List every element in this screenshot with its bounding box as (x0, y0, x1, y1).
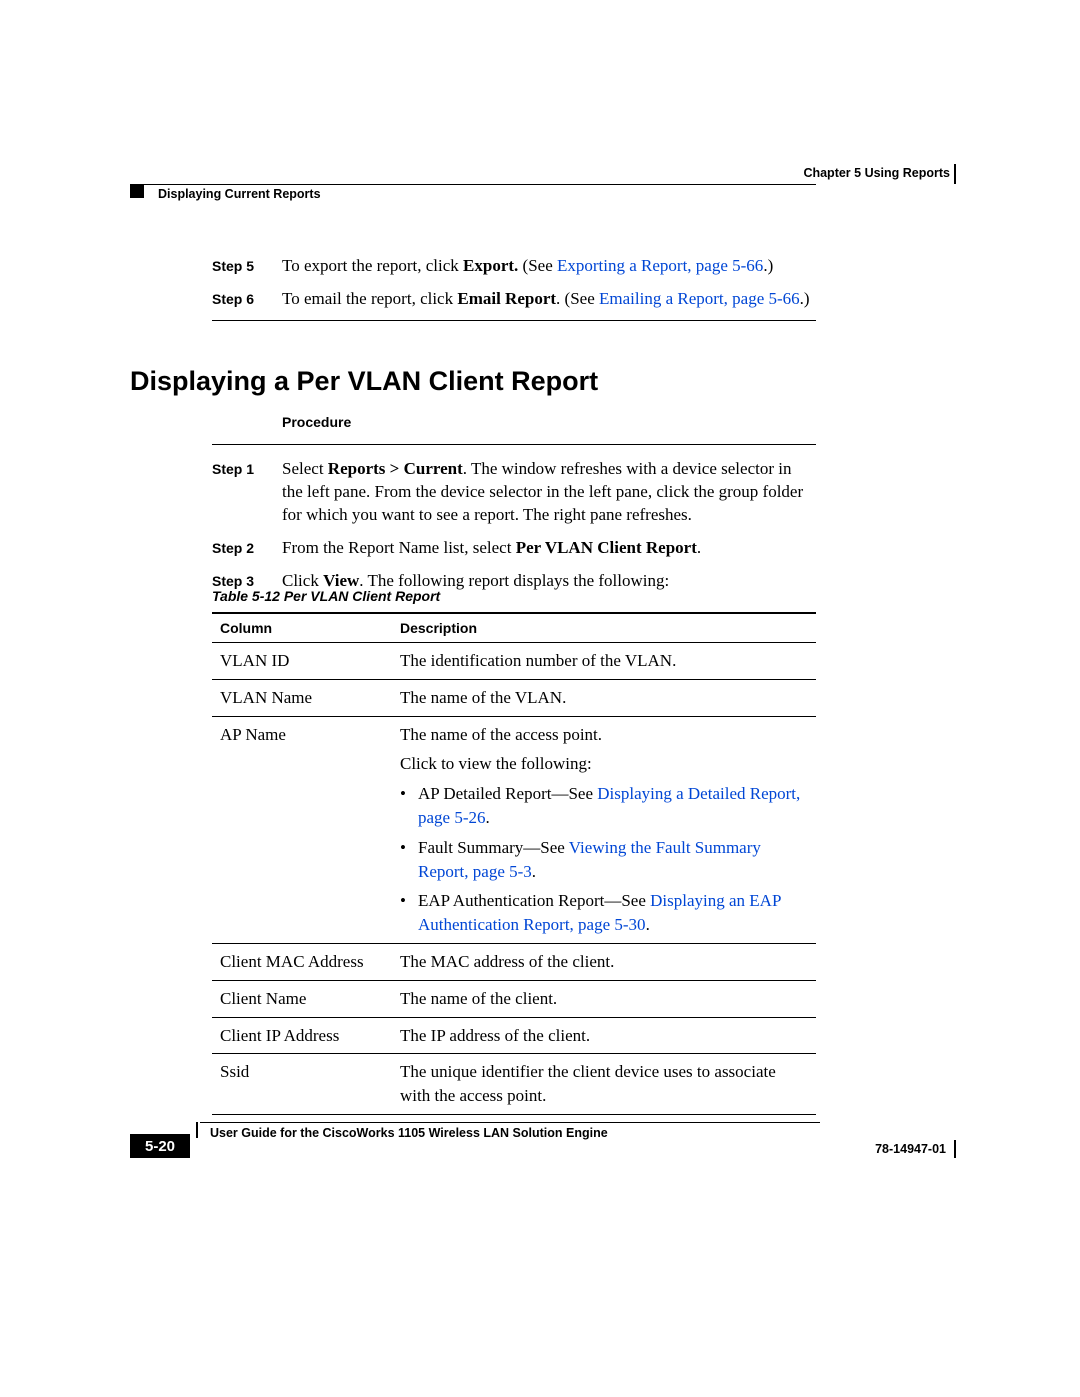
text: From the Report Name list, select (282, 538, 516, 557)
step-text: To email the report, click Email Report.… (282, 288, 816, 311)
footer-doc-number: 78-14947-01 (875, 1142, 946, 1156)
cell-description: The MAC address of the client. (392, 943, 816, 980)
bullet-text: Fault Summary—See Viewing the Fault Summ… (418, 836, 808, 884)
text: EAP Authentication Report—See (418, 891, 650, 910)
step-6: Step 6 To email the report, click Email … (212, 288, 816, 311)
cell-description: The identification number of the VLAN. (392, 643, 816, 680)
cell-column: VLAN ID (212, 643, 392, 680)
text: AP Detailed Report—See (418, 784, 597, 803)
step-label: Step 1 (212, 458, 282, 527)
text: Select (282, 459, 328, 478)
horizontal-rule (212, 444, 816, 445)
header-section: Displaying Current Reports (158, 187, 321, 201)
text: To email the report, click (282, 289, 457, 308)
link-email-report[interactable]: Emailing a Report, page 5-66 (599, 289, 800, 308)
table-row: Client Name The name of the client. (212, 980, 816, 1017)
bullet-text: AP Detailed Report—See Displaying a Deta… (418, 782, 808, 830)
table-header-description: Description (392, 613, 816, 643)
cell-column: Client MAC Address (212, 943, 392, 980)
text: Click (282, 571, 323, 590)
step-label: Step 2 (212, 537, 282, 560)
step-1: Step 1 Select Reports > Current. The win… (212, 458, 816, 527)
text: . (697, 538, 701, 557)
cell-column: AP Name (212, 716, 392, 943)
step-label: Step 5 (212, 255, 282, 278)
bold-text: Email Report (457, 289, 556, 308)
header-rule (130, 184, 816, 185)
main-steps: Step 1 Select Reports > Current. The win… (212, 458, 816, 603)
bullet-item: • AP Detailed Report—See Displaying a De… (400, 782, 808, 830)
cell-description: The name of the access point. Click to v… (392, 716, 816, 943)
bold-text: View (323, 571, 359, 590)
step-text: To export the report, click Export. (See… (282, 255, 816, 278)
bullet-item: • Fault Summary—See Viewing the Fault Su… (400, 836, 808, 884)
text: . (486, 808, 490, 827)
cell-description: The unique identifier the client device … (392, 1054, 816, 1115)
text: Click to view the following: (400, 752, 808, 776)
step-5: Step 5 To export the report, click Expor… (212, 255, 816, 278)
bullet-dot: • (400, 836, 418, 884)
text: (See (518, 256, 557, 275)
footer-page-number: 5-20 (130, 1134, 190, 1158)
step-text: Select Reports > Current. The window ref… (282, 458, 816, 527)
bullet-dot: • (400, 782, 418, 830)
text: . (See (556, 289, 599, 308)
table-header-column: Column (212, 613, 392, 643)
table-caption: Table 5-12 Per VLAN Client Report (212, 588, 440, 604)
text: . (646, 915, 650, 934)
text: The name of the access point. (400, 723, 808, 747)
cell-description: The IP address of the client. (392, 1017, 816, 1054)
top-steps: Step 5 To export the report, click Expor… (212, 255, 816, 321)
table-row: VLAN Name The name of the VLAN. (212, 679, 816, 716)
text: .) (763, 256, 773, 275)
bullet-text: EAP Authentication Report—See Displaying… (418, 889, 808, 937)
horizontal-rule (212, 320, 816, 321)
footer-rule (200, 1122, 820, 1123)
bullet-item: • EAP Authentication Report—See Displayi… (400, 889, 808, 937)
step-text: From the Report Name list, select Per VL… (282, 537, 816, 560)
table-row: VLAN ID The identification number of the… (212, 643, 816, 680)
footer-guide-title: User Guide for the CiscoWorks 1105 Wirel… (210, 1126, 608, 1140)
procedure-label: Procedure (282, 414, 351, 430)
cell-column: Client Name (212, 980, 392, 1017)
bold-text: Reports > Current (328, 459, 463, 478)
cell-column: VLAN Name (212, 679, 392, 716)
header-marker-box (130, 184, 144, 198)
table-row: AP Name The name of the access point. Cl… (212, 716, 816, 943)
table-row: Ssid The unique identifier the client de… (212, 1054, 816, 1115)
cell-description: The name of the client. (392, 980, 816, 1017)
footer-left-bar (196, 1122, 198, 1138)
bold-text: Per VLAN Client Report (516, 538, 697, 557)
header-right-bar (954, 164, 956, 184)
text: . The following report displays the foll… (359, 571, 669, 590)
step-2: Step 2 From the Report Name list, select… (212, 537, 816, 560)
cell-description: The name of the VLAN. (392, 679, 816, 716)
footer-right-bar (954, 1140, 956, 1158)
text: . (532, 862, 536, 881)
table-row: Client IP Address The IP address of the … (212, 1017, 816, 1054)
cell-column: Ssid (212, 1054, 392, 1115)
header-chapter: Chapter 5 Using Reports (803, 166, 950, 180)
link-export-report[interactable]: Exporting a Report, page 5-66 (557, 256, 763, 275)
section-heading: Displaying a Per VLAN Client Report (130, 366, 598, 397)
cell-column: Client IP Address (212, 1017, 392, 1054)
step-label: Step 6 (212, 288, 282, 311)
text: Fault Summary—See (418, 838, 569, 857)
table-row: Client MAC Address The MAC address of th… (212, 943, 816, 980)
bullet-dot: • (400, 889, 418, 937)
bold-text: Export. (463, 256, 518, 275)
table-header-row: Column Description (212, 613, 816, 643)
text: To export the report, click (282, 256, 463, 275)
vlan-report-table: Column Description VLAN ID The identific… (212, 612, 816, 1115)
text: .) (800, 289, 810, 308)
